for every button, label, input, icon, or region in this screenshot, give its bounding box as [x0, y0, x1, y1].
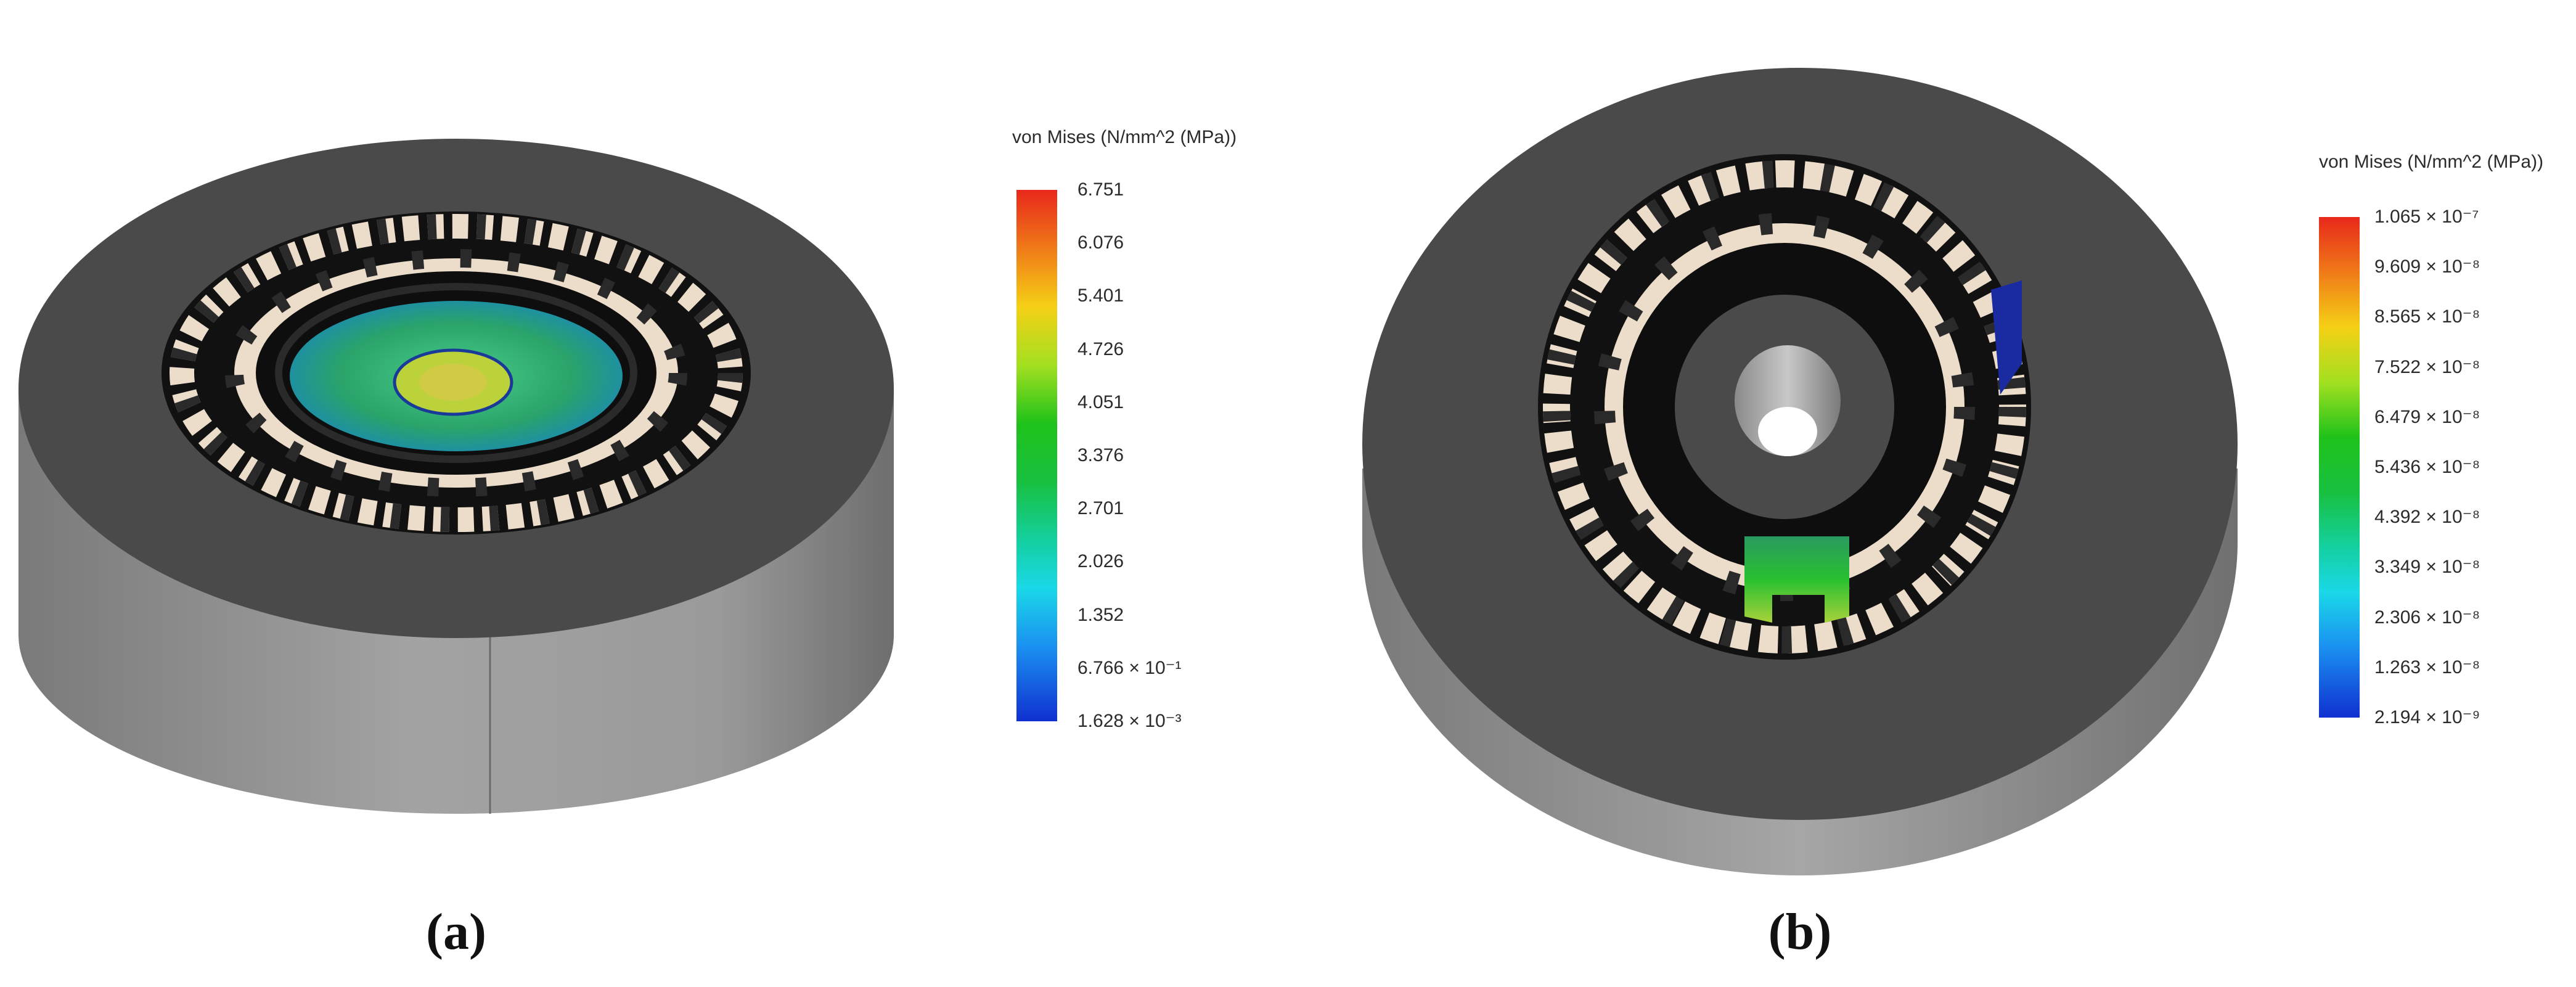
panel-b: von Mises (N/mm^2 (MPa)) 1.065 × 10⁻⁷ 9.6… — [1319, 0, 2576, 987]
tick-label: 4.726 — [1077, 338, 1124, 359]
model-b-render — [1362, 68, 2238, 875]
tick-label: 4.392 × 10⁻⁸ — [2374, 507, 2480, 528]
tick-label: 5.436 × 10⁻⁸ — [2374, 457, 2480, 477]
panel-label-b: (b) — [1768, 903, 1832, 960]
tick-label: 3.376 — [1077, 445, 1124, 465]
panel-label-a: (a) — [426, 903, 486, 960]
tick-label: 9.609 × 10⁻⁸ — [2374, 256, 2480, 277]
tick-label: 2.194 × 10⁻⁹ — [2374, 707, 2480, 727]
tick-label: 6.766 × 10⁻¹ — [1077, 657, 1182, 678]
legend-title-a: von Mises (N/mm^2 (MPa)) — [1012, 127, 1237, 147]
stress-region-b — [1744, 536, 1849, 623]
tick-label: 2.026 — [1077, 551, 1124, 572]
tick-label: 7.522 × 10⁻⁸ — [2374, 356, 2480, 377]
colorbar-a — [1016, 190, 1057, 721]
colorbar-b — [2319, 217, 2360, 718]
model-a-render — [18, 139, 894, 814]
tick-label: 1.628 × 10⁻³ — [1077, 711, 1182, 731]
tick-label: 1.263 × 10⁻⁸ — [2374, 657, 2480, 678]
tick-label: 5.401 — [1077, 285, 1124, 306]
tick-label: 6.076 — [1077, 232, 1124, 253]
tick-label: 4.051 — [1077, 391, 1124, 412]
tick-label: 3.349 × 10⁻⁸ — [2374, 557, 2480, 578]
stress-region-b-side — [1991, 281, 2022, 395]
tick-label: 8.565 × 10⁻⁸ — [2374, 306, 2480, 327]
tick-label: 6.751 — [1077, 179, 1124, 200]
tick-label: 2.306 × 10⁻⁸ — [2374, 607, 2480, 628]
tick-label: 6.479 × 10⁻⁸ — [2374, 406, 2480, 427]
tick-label: 1.065 × 10⁻⁷ — [2374, 207, 2479, 227]
legend-title-b: von Mises (N/mm^2 (MPa)) — [2319, 152, 2544, 172]
panel-a: von Mises (N/mm^2 (MPa)) 6.751 6.076 5.401… — [18, 127, 1237, 960]
tick-label: 1.352 — [1077, 604, 1124, 625]
tick-label: 2.701 — [1077, 498, 1124, 519]
